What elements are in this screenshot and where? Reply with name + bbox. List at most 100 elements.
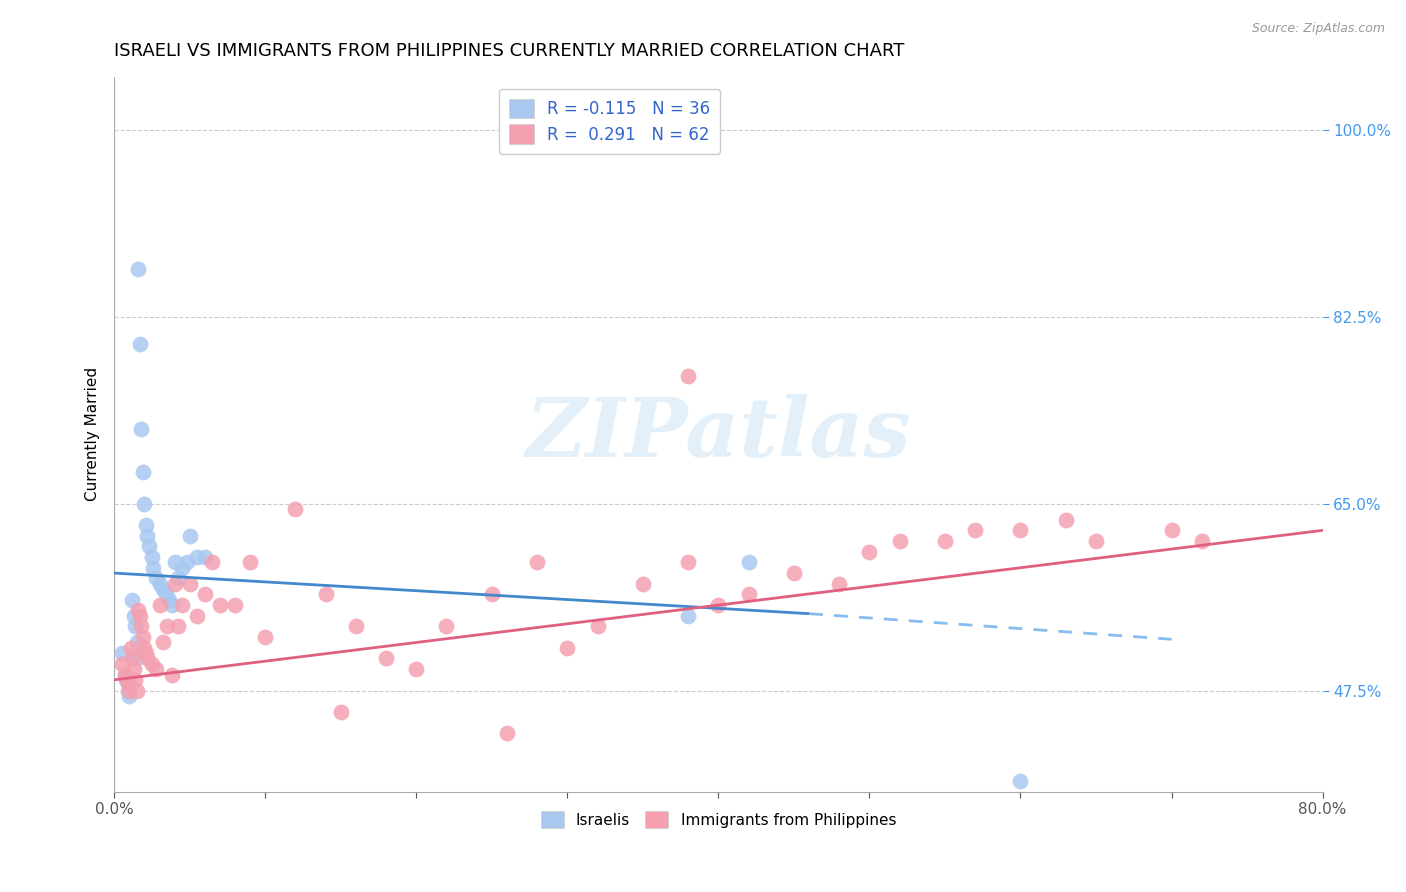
- Point: [179, 529, 201, 543]
- Point: [436, 619, 458, 633]
- Point: [114, 667, 136, 681]
- Point: [194, 550, 217, 565]
- Point: [1010, 524, 1032, 538]
- Point: [134, 640, 156, 655]
- Point: [1160, 524, 1182, 538]
- Point: [526, 555, 548, 569]
- Point: [152, 582, 174, 596]
- Point: [145, 662, 167, 676]
- Point: [172, 598, 194, 612]
- Point: [1085, 534, 1108, 549]
- Point: [737, 587, 759, 601]
- Point: [176, 555, 198, 569]
- Point: [707, 598, 730, 612]
- Point: [118, 683, 141, 698]
- Point: [117, 683, 139, 698]
- Point: [166, 619, 188, 633]
- Point: [156, 619, 179, 633]
- Point: [114, 667, 136, 681]
- Text: Source: ZipAtlas.com: Source: ZipAtlas.com: [1251, 22, 1385, 36]
- Point: [329, 705, 352, 719]
- Point: [131, 619, 153, 633]
- Point: [934, 534, 956, 549]
- Point: [115, 673, 138, 687]
- Point: [128, 336, 150, 351]
- Point: [111, 657, 134, 671]
- Point: [208, 598, 231, 612]
- Point: [201, 555, 224, 569]
- Point: [783, 566, 806, 580]
- Point: [131, 422, 153, 436]
- Point: [136, 529, 159, 543]
- Point: [481, 587, 503, 601]
- Point: [121, 651, 143, 665]
- Point: [1191, 534, 1213, 549]
- Point: [135, 518, 157, 533]
- Point: [965, 524, 987, 538]
- Text: ISRAELI VS IMMIGRANTS FROM PHILIPPINES CURRENTLY MARRIED CORRELATION CHART: ISRAELI VS IMMIGRANTS FROM PHILIPPINES C…: [114, 42, 904, 60]
- Point: [163, 576, 186, 591]
- Point: [224, 598, 246, 612]
- Point: [557, 640, 579, 655]
- Point: [124, 619, 146, 633]
- Point: [148, 576, 170, 591]
- Point: [141, 657, 163, 671]
- Point: [125, 651, 148, 665]
- Point: [858, 545, 880, 559]
- Point: [132, 465, 155, 479]
- Point: [828, 576, 851, 591]
- Point: [128, 608, 150, 623]
- Point: [163, 555, 186, 569]
- Point: [121, 592, 143, 607]
- Point: [152, 635, 174, 649]
- Point: [166, 571, 188, 585]
- Point: [136, 651, 159, 665]
- Point: [132, 630, 155, 644]
- Point: [122, 608, 145, 623]
- Point: [118, 689, 141, 703]
- Point: [186, 550, 208, 565]
- Point: [375, 651, 398, 665]
- Point: [160, 598, 183, 612]
- Point: [122, 662, 145, 676]
- Point: [155, 587, 177, 601]
- Point: [586, 619, 609, 633]
- Point: [889, 534, 911, 549]
- Point: [141, 550, 163, 565]
- Point: [186, 608, 208, 623]
- Text: ZIPatlas: ZIPatlas: [526, 394, 911, 475]
- Point: [160, 667, 183, 681]
- Point: [115, 670, 138, 684]
- Point: [676, 608, 699, 623]
- Point: [179, 576, 201, 591]
- Point: [676, 555, 699, 569]
- Point: [172, 560, 194, 574]
- Point: [135, 646, 157, 660]
- Point: [239, 555, 262, 569]
- Point: [124, 673, 146, 687]
- Point: [127, 261, 149, 276]
- Point: [138, 540, 160, 554]
- Point: [117, 676, 139, 690]
- Point: [1054, 513, 1077, 527]
- Point: [157, 592, 180, 607]
- Point: [496, 726, 519, 740]
- Point: [111, 646, 134, 660]
- Point: [127, 603, 149, 617]
- Point: [737, 555, 759, 569]
- Point: [148, 598, 170, 612]
- Point: [405, 662, 427, 676]
- Point: [344, 619, 367, 633]
- Point: [120, 640, 142, 655]
- Point: [125, 683, 148, 698]
- Point: [1010, 774, 1032, 789]
- Point: [254, 630, 277, 644]
- Point: [284, 502, 307, 516]
- Point: [145, 571, 167, 585]
- Point: [631, 576, 654, 591]
- Point: [142, 560, 165, 574]
- Legend: Israelis, Immigrants from Philippines: Israelis, Immigrants from Philippines: [534, 805, 903, 834]
- Point: [125, 635, 148, 649]
- Point: [194, 587, 217, 601]
- Point: [676, 368, 699, 383]
